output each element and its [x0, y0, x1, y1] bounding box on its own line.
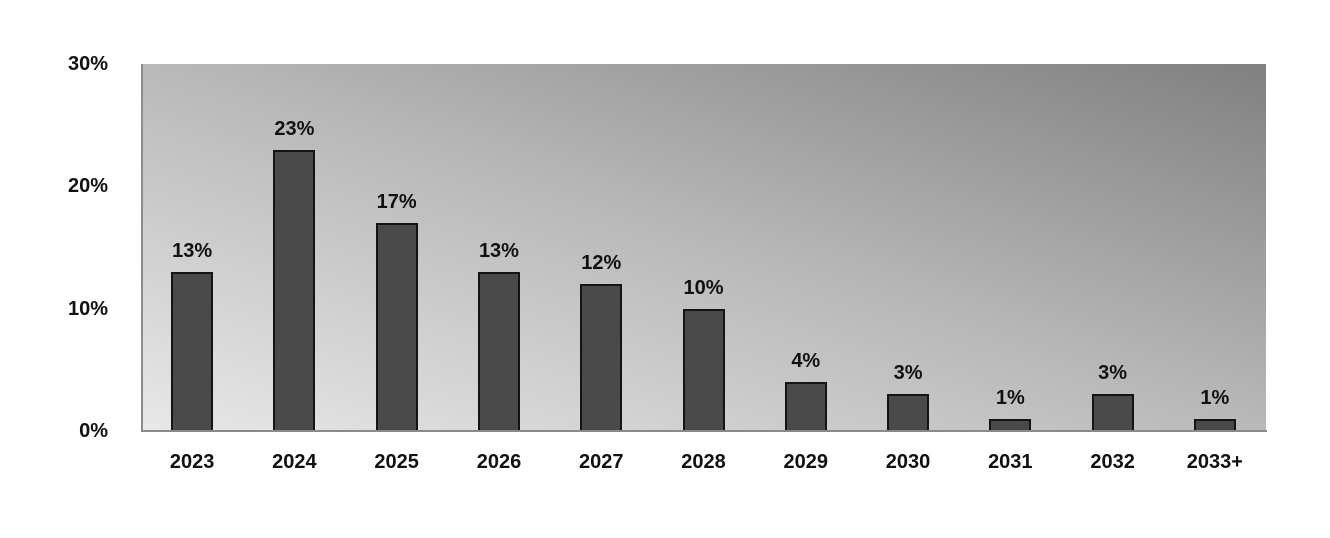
x-tick-label: 2024 — [272, 451, 317, 473]
bar-2027 — [580, 284, 623, 431]
bar-value-label: 3% — [893, 362, 923, 385]
x-tick-label: 2031 — [988, 451, 1033, 473]
x-axis-line — [141, 430, 1267, 432]
y-tick-label: 10% — [67, 297, 108, 320]
bar-value-label: 23% — [274, 117, 315, 140]
x-tick-label: 2028 — [681, 451, 726, 473]
bar-value-label: 17% — [376, 191, 417, 214]
bar-2031 — [989, 418, 1032, 431]
x-tick-label: 2033+ — [1186, 451, 1243, 473]
bar-2023 — [171, 271, 214, 431]
x-tick-label: 2023 — [169, 451, 215, 473]
x-tick-label: 2030 — [885, 451, 931, 473]
x-tick-label: 2027 — [578, 451, 624, 473]
bar-2024 — [273, 149, 316, 431]
x-tick-label: 2025 — [374, 451, 419, 473]
bar-2025 — [375, 223, 418, 431]
x-tick-label: 2029 — [783, 451, 829, 473]
y-tick-label: 0% — [79, 420, 108, 442]
bar-value-label: 4% — [791, 350, 821, 373]
bar-value-label: 13% — [172, 239, 213, 262]
bar-2026 — [477, 271, 520, 431]
y-tick-label: 20% — [67, 175, 108, 198]
bar-2033+ — [1193, 418, 1236, 431]
bar-value-label: 13% — [478, 239, 519, 262]
bar-value-label: 1% — [1200, 386, 1230, 409]
y-tick-label: 30% — [67, 53, 108, 75]
bar-value-label: 3% — [1098, 362, 1128, 385]
bar-2029 — [784, 382, 827, 431]
x-tick-label: 2032 — [1090, 451, 1135, 473]
bar-2028 — [682, 308, 725, 431]
bar-value-label: 1% — [995, 386, 1025, 409]
y-axis-line — [141, 64, 143, 432]
x-tick-label: 2026 — [476, 451, 522, 473]
bar-value-label: 10% — [683, 276, 724, 299]
bar-value-label: 12% — [581, 252, 622, 275]
bar-2030 — [887, 394, 930, 431]
bar-2032 — [1091, 394, 1134, 431]
